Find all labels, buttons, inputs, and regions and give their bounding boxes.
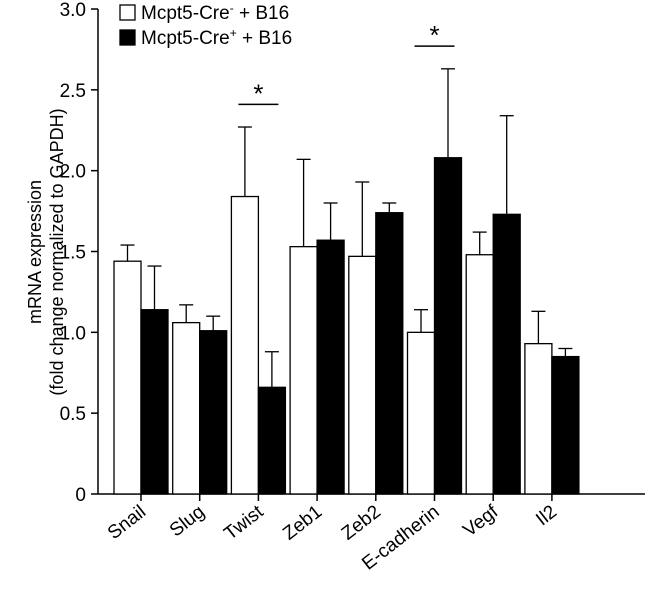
bar-cre-negative <box>406 331 436 495</box>
y-tick-label: 1.5 <box>60 243 86 264</box>
bar-cre-positive <box>257 386 287 495</box>
y-axis-title: mRNA expression (fold change normalized … <box>25 108 67 395</box>
y-tick-label: 2.0 <box>60 162 86 183</box>
bar-cre-negative <box>289 245 318 495</box>
bar-cre-negative <box>348 255 377 495</box>
category-label: Snail <box>104 501 150 544</box>
bar-cre-negative <box>113 260 142 495</box>
bar-cre-positive <box>375 212 404 495</box>
bar-cre-negative <box>230 195 260 495</box>
bar-cre-positive <box>551 355 580 495</box>
y-tick-label: 0.5 <box>60 404 86 425</box>
category-label: Il2 <box>532 501 561 530</box>
bar-cre-positive <box>199 330 228 495</box>
legend-swatch-cre-negative <box>119 4 136 21</box>
significance-star: * <box>253 78 263 108</box>
y-axis-title-line-1: mRNA expression <box>25 180 45 324</box>
bar-cre-positive <box>316 239 345 495</box>
error-bars <box>120 68 573 388</box>
y-tick-label: 1.0 <box>60 323 86 344</box>
bar-cre-negative <box>524 342 553 495</box>
bar-cre-negative <box>465 254 494 495</box>
significance-star: * <box>429 20 439 50</box>
category-label: Zeb1 <box>279 501 326 544</box>
category-label: Vegf <box>459 501 502 541</box>
category-label: Twist <box>220 501 268 545</box>
y-tick-label: 2.5 <box>60 81 86 102</box>
legend-swatch-cre-positive <box>119 29 136 46</box>
y-tick-label: 0 <box>75 485 86 506</box>
bar-cre-positive <box>492 213 521 495</box>
legend-label-cre-positive: Mcpt5-Cre+ + B16 <box>141 26 292 49</box>
bar-cre-positive <box>433 157 463 495</box>
category-label: Slug <box>166 501 209 541</box>
bar-cre-negative <box>172 321 201 495</box>
category-label: Zeb2 <box>338 501 385 544</box>
y-tick-label: 3.0 <box>60 0 86 21</box>
bar-cre-positive <box>140 309 169 495</box>
y-axis-title-line-2: (fold change normalized to GAPDH) <box>47 108 67 395</box>
bars <box>113 157 580 495</box>
significance-markers: ** <box>238 20 455 108</box>
legend-label-cre-negative: Mcpt5-Cre- + B16 <box>141 1 289 24</box>
